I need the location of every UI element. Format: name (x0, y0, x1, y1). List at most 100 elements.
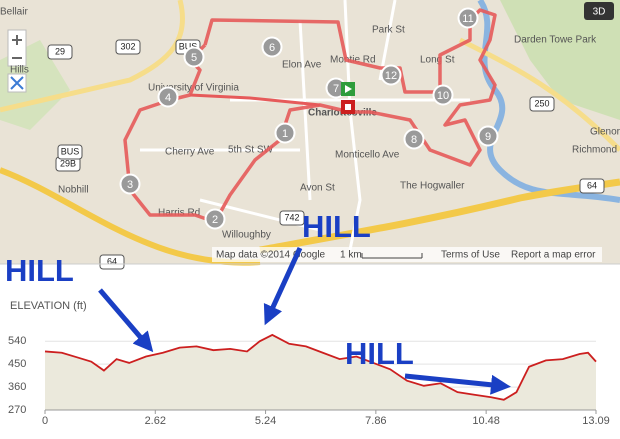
end-icon (341, 100, 355, 114)
marker-circle (274, 122, 296, 144)
marker-circle (157, 86, 179, 108)
map-label: The Hogwaller (400, 181, 465, 192)
x-tick-label: 13.09 (582, 415, 610, 427)
route-marker: 2 (204, 208, 226, 230)
shield-box (529, 96, 555, 112)
marker-label: 12 (385, 70, 397, 82)
marker-label: 5 (191, 52, 197, 64)
elevation-chart: 270 360 450 540 0 2.62 5.24 7.86 10.48 13.09 (8, 333, 610, 427)
map-label: Cherry Ave (165, 147, 215, 158)
road-shield: 250 (529, 96, 555, 112)
y-tick-label: 270 (8, 404, 26, 416)
marker-circle (457, 7, 479, 29)
annotation: HILL (345, 336, 414, 371)
route-marker: 5 (183, 46, 205, 68)
shield-label: 64 (587, 180, 597, 190)
x-tick-label: 2.62 (145, 415, 166, 427)
marker-circle (432, 84, 454, 106)
annotations: HILL HILL HILL (5, 209, 511, 395)
shield-label: BUS (179, 41, 198, 51)
route-marker: 3 (119, 173, 141, 195)
y-tick-label: 360 (8, 381, 26, 393)
x-tick-label: 0 (42, 415, 48, 427)
route-marker: 12 (380, 64, 402, 86)
y-tick-label: 450 (8, 358, 26, 370)
badge-text: 3D (593, 7, 606, 18)
start-icon (341, 82, 355, 96)
marker-label: 6 (269, 42, 275, 54)
road-shield: 64 (579, 178, 605, 194)
route-marker: 11 (457, 7, 479, 29)
arrow (98, 288, 154, 353)
map-label: Bellair (0, 7, 28, 18)
marker-label: 1 (282, 128, 288, 140)
terms-link[interactable]: Terms of Use (441, 250, 500, 261)
route-marker: 6 (261, 36, 283, 58)
marker-label: 10 (437, 90, 449, 102)
shield-box (99, 254, 125, 270)
elevation-area (45, 334, 596, 410)
marker-circle (119, 173, 141, 195)
marker-circle (403, 128, 425, 150)
shield-label: 742 (284, 212, 299, 222)
marker-circle (183, 46, 205, 68)
map-label: Darden Towe Park (514, 35, 597, 46)
elevation-line (44, 333, 597, 401)
road-shield: 64 (99, 254, 125, 270)
map-label: Nobhill (58, 185, 89, 196)
map: 3D Map data ©2014 Google 1 km Terms of U… (0, 0, 620, 270)
shield-label: 302 (120, 41, 135, 51)
marker-circle (204, 208, 226, 230)
map-label: Monticello Ave (335, 150, 400, 161)
scale-label: 1 km (340, 250, 362, 261)
arrow (404, 373, 511, 395)
x-tick-label: 7.86 (365, 415, 386, 427)
attribution-bar (212, 247, 602, 262)
marker-label: 2 (212, 214, 218, 226)
shield-box (47, 44, 73, 60)
marker-circle (380, 64, 402, 86)
x-tick-label: 10.48 (472, 415, 500, 427)
shield-label: 29 (55, 46, 65, 56)
y-tick-label: 540 (8, 335, 26, 347)
zoom-icons (12, 35, 22, 59)
shield-label: 29B (60, 158, 76, 168)
badge-3d[interactable] (584, 2, 614, 20)
x-tick-label: 5.24 (255, 415, 276, 427)
route-marker: 9 (477, 125, 499, 147)
marker-label: 9 (485, 131, 491, 143)
highway (0, 0, 186, 113)
map-label: Harris Rd (158, 208, 200, 219)
route-marker: 4 (157, 86, 179, 108)
road-shield: BUS (57, 144, 83, 160)
map-label: Elon Ave (282, 60, 322, 71)
route-marker: 8 (403, 128, 425, 150)
marker-label: 8 (411, 134, 417, 146)
highway (458, 37, 620, 152)
map-label: 5th St SW (228, 145, 274, 156)
marker-label: 7 (333, 83, 339, 95)
marker-label: 3 (127, 179, 133, 191)
shield-box (57, 144, 83, 160)
road-shield: 742 (279, 210, 305, 226)
report-link[interactable]: Report a map error (511, 250, 596, 261)
map-label: Richmond (572, 145, 617, 156)
marker-circle (477, 125, 499, 147)
route-marker: 10 (432, 84, 454, 106)
route-marker: 1 (274, 122, 296, 144)
marker-circle (261, 36, 283, 58)
chart-title: ELEVATION (ft) (10, 300, 87, 312)
annotation: HILL (302, 209, 371, 244)
arrow (263, 246, 303, 326)
road-shield: 29 (47, 44, 73, 60)
marker-label: 4 (165, 92, 171, 104)
shield-label: 250 (534, 98, 549, 108)
map-label: Glenor (590, 127, 620, 138)
map-label: Avon St (300, 183, 335, 194)
shield-label: BUS (61, 146, 80, 156)
map-label: Hills (10, 65, 29, 76)
scale-bar (361, 253, 423, 259)
shield-label: 64 (107, 256, 117, 266)
shield-box (579, 178, 605, 194)
